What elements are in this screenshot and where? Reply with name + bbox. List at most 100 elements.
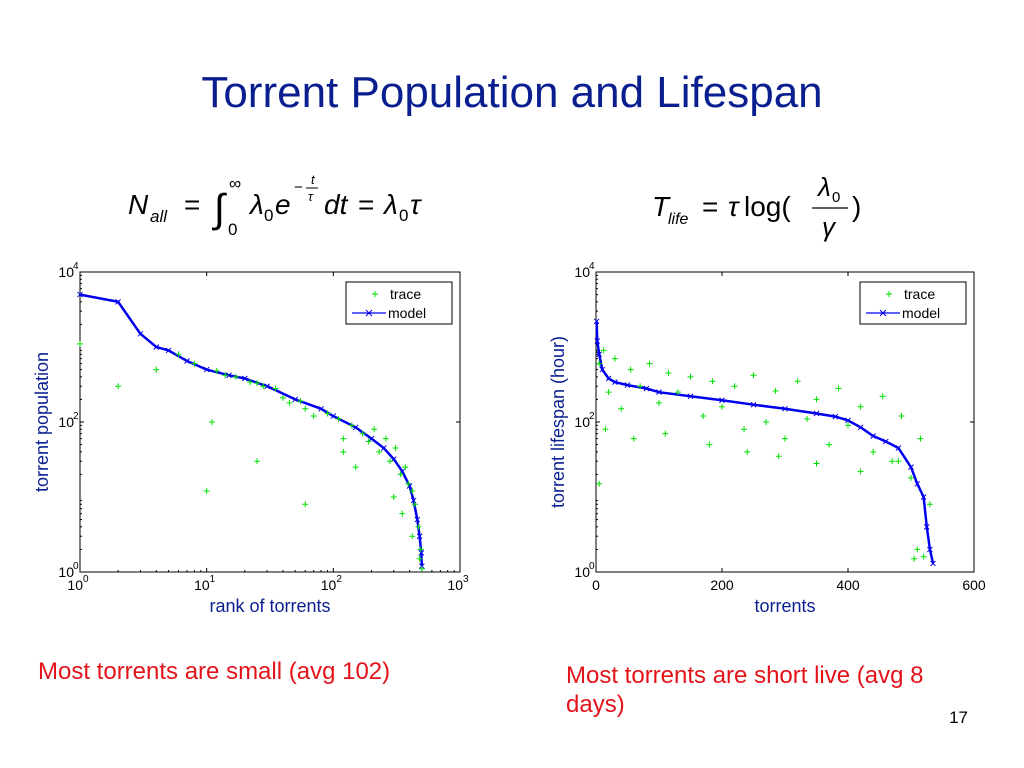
x-tick-label: 10 [194,577,210,593]
trace-point [203,488,210,495]
trace-point [813,396,820,403]
legend-model-label: model [902,305,940,321]
legend-box [345,281,453,325]
trace-point [416,555,423,562]
model-point [153,344,160,350]
trace-point [397,471,404,478]
trace-point [662,430,669,437]
trace-point [826,441,833,448]
model-point [77,291,83,298]
model-point [813,410,820,417]
model-point [612,379,618,385]
x-tick-exponent: 1 [210,574,216,585]
y-tick-label: 10 [574,414,590,430]
model-point [882,438,889,445]
series-line-model [79,293,424,567]
model-point [782,405,788,412]
svg-text:log(: log( [744,191,791,222]
model-point [418,550,425,556]
model-point [115,298,121,305]
y-tick-label: 10 [58,414,74,430]
trace-point [835,385,842,392]
model-point [593,318,600,325]
model-point [416,533,423,540]
model-point [845,417,851,424]
y-axis-label: torrent lifespan (hour) [548,336,568,508]
model-point [920,494,927,500]
svg-text:T: T [652,191,671,222]
trace-point [409,533,416,540]
svg-text:τ: τ [728,191,740,222]
x-tick-exponent: 2 [336,574,342,585]
series-trace [77,340,424,553]
x-tick-label: 10 [447,577,463,593]
trace-point [340,448,347,455]
trace-point [272,385,279,392]
trace-point [911,555,918,562]
trace-point [399,510,406,517]
model-point [380,445,387,451]
trace-point [646,360,653,367]
trace-point [845,422,851,429]
model-point [165,347,172,354]
svg-text:∫: ∫ [212,187,228,231]
model-point [137,330,144,337]
y-tick-exponent: 4 [589,261,595,272]
svg-text:=: = [702,191,718,222]
model-point [927,546,933,553]
model-point [414,516,421,523]
series-trace [596,347,933,508]
legend-model-marker [879,309,887,317]
model-point [599,366,606,373]
trace-point [898,413,905,420]
trace-point [402,464,409,471]
trace-point [627,366,634,373]
trace-point [418,565,425,572]
model-point [687,393,694,400]
svg-text:t: t [311,172,316,187]
svg-text:N: N [128,189,149,220]
trace-point [709,378,716,385]
x-tick-exponent: 3 [463,574,469,585]
svg-text:0: 0 [832,189,840,206]
model-point [895,445,902,451]
trace-point [637,383,644,390]
trace-point [870,448,877,455]
model-point [624,382,631,389]
model-point [292,396,299,403]
trace-point [895,458,902,465]
trace-point [630,435,637,442]
slide-title: Torrent Population and Lifespan [201,68,823,117]
trace-point [813,460,820,467]
trace-point [390,494,397,500]
model-point [908,464,914,471]
trace-point [302,405,309,412]
caption-right: Most torrents are short live (avg 8 days… [566,662,924,718]
trace-point [857,468,864,475]
svg-text:λ: λ [248,189,264,220]
trace-point [741,426,748,433]
model-point [605,375,612,382]
model-point [643,385,650,392]
legend-trace-marker [372,291,378,297]
y-tick-label: 10 [58,264,74,280]
trace-point [386,458,393,465]
x-tick-exponent: 0 [83,574,89,585]
model-point [870,433,877,439]
trace-point [772,387,779,394]
trace-point [782,435,788,442]
trace-point [286,399,293,406]
trace-point [794,378,801,385]
x-tick-label: 0 [592,577,600,593]
trace-point [596,360,603,367]
trace-point [376,448,383,455]
model-point [857,424,864,431]
x-tick-label: 600 [962,577,986,593]
trace-point [596,480,603,487]
x-tick-label: 10 [67,577,83,593]
y-tick-label: 10 [574,264,590,280]
trace-point [409,488,416,495]
formula-population: N all = ∫ ∞ 0 λ 0 e − t τ dt = λ 0 τ [128,166,448,246]
trace-point [417,546,424,553]
trace-point [324,410,331,417]
